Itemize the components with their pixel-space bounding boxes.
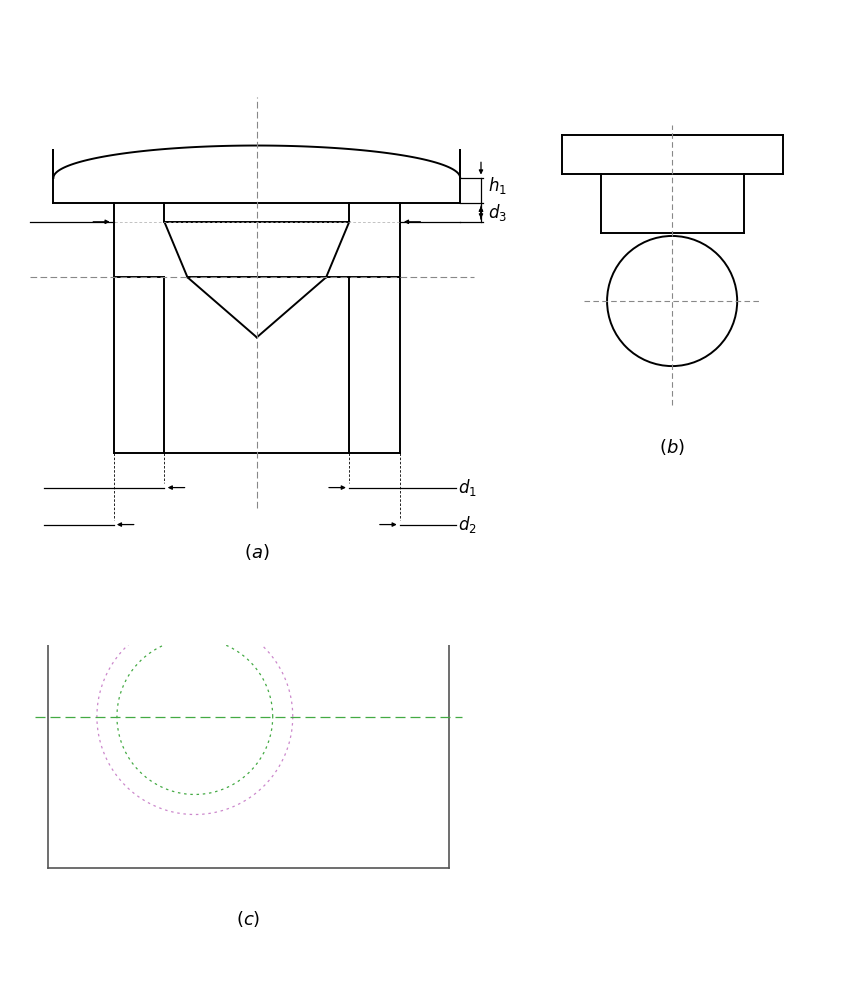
Text: $(a)$: $(a)$: [244, 542, 270, 562]
Text: $(c)$: $(c)$: [236, 909, 260, 929]
Text: $d_3$: $d_3$: [488, 202, 507, 223]
Text: $d_1$: $d_1$: [458, 477, 477, 498]
Text: $(b)$: $(b)$: [659, 437, 685, 457]
Text: $h_1$: $h_1$: [488, 175, 507, 196]
Text: $d_2$: $d_2$: [458, 514, 477, 535]
